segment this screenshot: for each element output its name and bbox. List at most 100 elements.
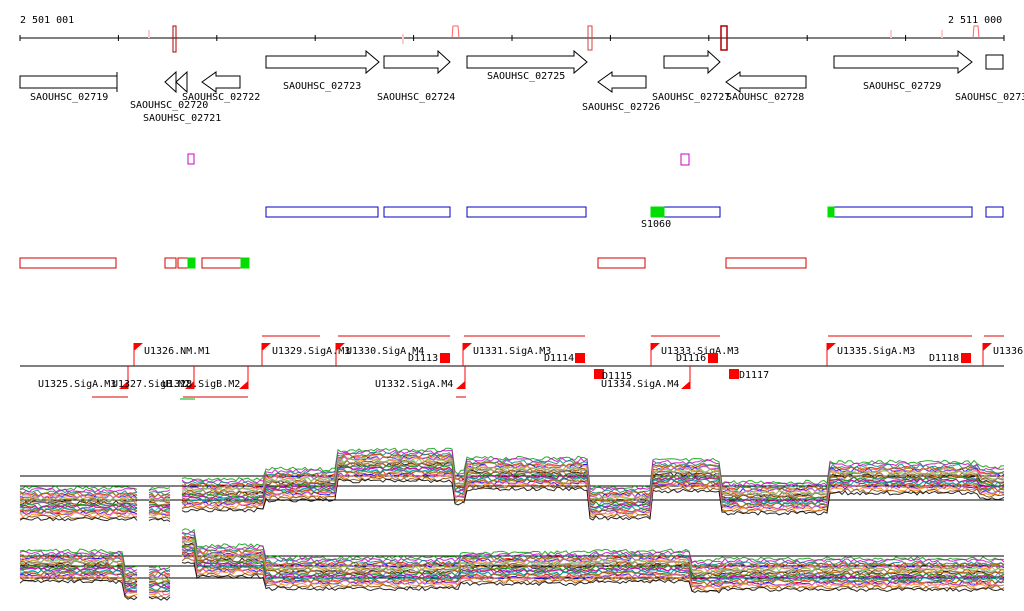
gene-label: SAOUHSC_0273 [955, 92, 1024, 103]
promoter-label: U1325.SigA.M3 [38, 379, 116, 390]
reverse-promoters: U1325.SigA.M3 U1327.SigB.M2 U1328.SigB.M… [38, 366, 691, 390]
gene-SAOUHSC_02725[interactable]: SAOUHSC_02725 [466, 49, 588, 82]
promoter-track: U1326.NM.M1 U1329.SigA.M3 U1330.SigA.M4 … [20, 335, 1024, 400]
promoter-label: U1333.SigA.M3 [661, 346, 739, 357]
motif-track [187, 153, 690, 166]
terminator-label: D1114 [544, 353, 574, 364]
promoter-U1330[interactable]: U1330.SigA.M4 [335, 343, 424, 366]
gene-label: SAOUHSC_02722 [182, 92, 260, 103]
promoter-U1329[interactable]: U1329.SigA.M3 [261, 343, 350, 366]
gene-SAOUHSC_02728[interactable]: SAOUHSC_02728 [725, 71, 807, 103]
promoter-U1331[interactable]: U1331.SigA.M3 [462, 343, 551, 366]
expression-line [19, 549, 1005, 591]
expression-line [19, 472, 1004, 516]
green-feature[interactable] [187, 257, 196, 269]
blue-feature[interactable] [985, 206, 1004, 218]
red-feature[interactable] [19, 257, 117, 269]
gene-track: SAOUHSC_02719 SAOUHSC_02720 SAOUHSC_0272… [19, 49, 1024, 124]
terminator-D1114[interactable]: D1114 [544, 353, 585, 364]
expression-line [19, 553, 1005, 595]
expression-line [19, 540, 1005, 583]
blue-feature[interactable] [383, 206, 451, 218]
gene-SAOUHSC_02726[interactable]: SAOUHSC_02726 [582, 71, 660, 113]
expression-track-2 [19, 528, 1005, 601]
promoter-U1335[interactable]: U1335.SigA.M3 [826, 343, 915, 366]
promoter-U1325[interactable]: U1325.SigA.M3 [38, 366, 129, 390]
promoter-label: U1332.SigA.M4 [375, 379, 453, 390]
terminator-D1118[interactable]: D1118 [929, 353, 971, 364]
ruler-mark [941, 30, 943, 38]
terminator-label: D1113 [408, 353, 438, 364]
ruler-mark [402, 34, 404, 44]
promoter-U1326[interactable]: U1326.NM.M1 [133, 343, 210, 366]
promoter-U1327[interactable]: U1327.SigB.M2 [112, 366, 195, 390]
gene-label: SAOUHSC_02727 [652, 92, 730, 103]
expression-line [19, 451, 1005, 496]
ruler-ticks [19, 35, 1005, 41]
gene-label: SAOUHSC_02719 [30, 92, 108, 103]
blue-feature[interactable] [833, 206, 973, 218]
promoter-label: U1335.SigA.M3 [837, 346, 915, 357]
promoter-label: U1327.SigB.M2 [112, 379, 190, 390]
s-feature-label: S1060 [641, 219, 671, 230]
span-lines [92, 335, 1004, 398]
promoter-label: U1328.SigB.M2 [162, 379, 240, 390]
promoter-U1328[interactable]: U1328.SigB.M2 [162, 366, 249, 390]
terminator-label: D1115 [602, 371, 632, 382]
gene-label: SAOUHSC_02723 [283, 81, 361, 92]
terminator-label: D1117 [739, 370, 769, 381]
ruler-mark [972, 25, 980, 39]
red-feature[interactable] [164, 257, 177, 269]
ruler-mark [172, 25, 177, 53]
red-feature[interactable] [725, 257, 807, 269]
gene-label: SAOUHSC_02729 [863, 81, 941, 92]
expression-line [19, 561, 1005, 601]
promoter-U1334[interactable]: U1334.SigA.M4 [601, 366, 691, 390]
terminator-label: D1116 [676, 353, 706, 364]
blue-feature[interactable] [466, 206, 587, 218]
gene-SAOUHSC_02727[interactable]: SAOUHSC_02727 [652, 49, 730, 103]
promoter-U1336[interactable]: U1336. [982, 343, 1024, 366]
ruler-mark [148, 30, 150, 38]
terminator-D1115[interactable]: D1115 [594, 369, 632, 382]
red-feature[interactable] [597, 257, 646, 269]
gene-SAOUHSC_02724[interactable]: SAOUHSC_02724 [377, 49, 455, 103]
red-feature[interactable] [177, 257, 189, 269]
gene-SAOUHSC_0273[interactable]: SAOUHSC_0273 [955, 54, 1024, 103]
terminator-D1113[interactable]: D1113 [408, 353, 450, 364]
promoter-U1332[interactable]: U1332.SigA.M4 [375, 366, 466, 390]
gene-SAOUHSC_02722[interactable]: SAOUHSC_02722 [182, 71, 260, 103]
terminators: D1113 D1114 D1115 D1116 D1117 D1118 [408, 353, 971, 382]
expression-line [19, 466, 1005, 510]
gene-SAOUHSC_02719[interactable]: SAOUHSC_02719 [19, 72, 118, 103]
promoter-label: U1326.NM.M1 [144, 346, 210, 357]
promoter-U1333[interactable]: U1333.SigA.M3 [650, 343, 739, 366]
expression-line [19, 460, 1004, 504]
blue-feature[interactable] [265, 206, 379, 218]
gene-SAOUHSC_02720[interactable]: SAOUHSC_02720 SAOUHSC_02721 [130, 70, 221, 124]
motif-marker[interactable] [680, 153, 690, 166]
promoter-label: U1330.SigA.M4 [346, 346, 424, 357]
motif-marker[interactable] [187, 153, 195, 165]
gene-label: SAOUHSC_02728 [726, 92, 804, 103]
green-feature[interactable] [240, 257, 250, 269]
coord-end-label: 2 511 000 [948, 15, 1002, 26]
green-feature[interactable] [827, 206, 835, 218]
promoter-label: U1336. [993, 346, 1024, 357]
gene-SAOUHSC_02729[interactable]: SAOUHSC_02729 [833, 49, 973, 92]
coordinate-ruler: 2 501 001 2 511 000 [19, 15, 1005, 53]
red-feature[interactable] [201, 257, 243, 269]
terminator-D1117[interactable]: D1117 [729, 369, 769, 381]
ruler-mark [720, 25, 728, 51]
gene-label: SAOUHSC_02726 [582, 102, 660, 113]
ruler-mark [451, 25, 460, 39]
gene-SAOUHSC_02723[interactable]: SAOUHSC_02723 [265, 49, 380, 92]
terminator-D1116[interactable]: D1116 [676, 353, 718, 364]
blue-feature[interactable] [663, 206, 721, 218]
gene-label: SAOUHSC_02721 [143, 113, 221, 124]
green-feature[interactable] [650, 206, 665, 218]
red-feature-track [19, 257, 807, 269]
expression-line [19, 478, 1005, 522]
